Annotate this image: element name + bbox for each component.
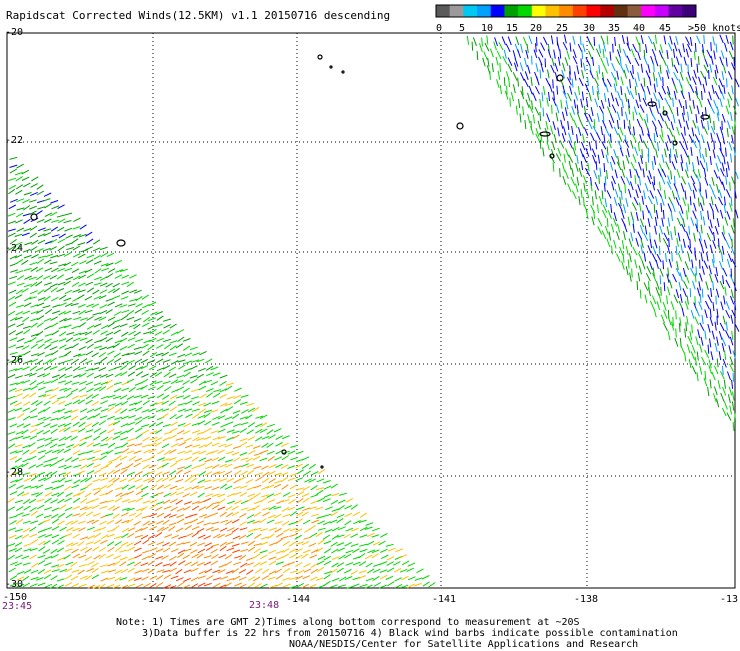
island-outline: [318, 55, 322, 59]
wind-barbs: [8, 35, 740, 589]
island-outline: [31, 214, 37, 220]
island-outline: [321, 466, 323, 468]
island-outline: [342, 71, 344, 73]
lat-label: -24: [5, 243, 23, 254]
lon-label: -144: [286, 594, 310, 605]
lon-label: -147: [142, 594, 166, 605]
time-label: 23:45: [2, 601, 32, 612]
lon-label: -141: [432, 594, 456, 605]
map-frame: [7, 33, 735, 588]
island-outline: [117, 240, 125, 246]
island-outline: [701, 115, 709, 119]
lat-label: -28: [5, 467, 23, 478]
wind-map: [0, 0, 740, 612]
island-outline: [330, 66, 332, 68]
island-outlines: [31, 55, 709, 468]
time-label: 23:48: [249, 600, 279, 611]
lat-label: -26: [5, 355, 23, 366]
lat-label: -20: [5, 27, 23, 38]
island-outline: [557, 75, 563, 81]
lat-label: -30: [5, 579, 23, 590]
island-outline: [540, 132, 550, 136]
note-line: NOAA/NESDIS/Center for Satellite Applica…: [289, 639, 638, 651]
lon-label: -138: [574, 594, 598, 605]
island-outline: [457, 123, 463, 129]
island-outline: [663, 111, 667, 115]
lat-label: -22: [5, 135, 23, 146]
lon-label: -13: [720, 594, 738, 605]
